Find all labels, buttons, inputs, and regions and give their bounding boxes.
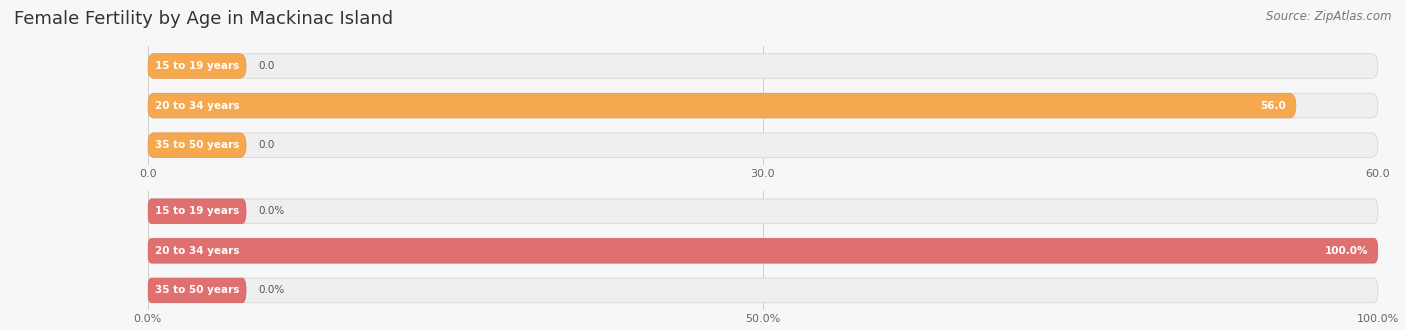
Text: Female Fertility by Age in Mackinac Island: Female Fertility by Age in Mackinac Isla… xyxy=(14,10,394,28)
Text: 35 to 50 years: 35 to 50 years xyxy=(155,140,239,150)
Text: 20 to 34 years: 20 to 34 years xyxy=(155,246,239,256)
Text: 0.0: 0.0 xyxy=(259,140,274,150)
FancyBboxPatch shape xyxy=(148,199,1378,223)
FancyBboxPatch shape xyxy=(148,93,1296,118)
FancyBboxPatch shape xyxy=(148,54,246,78)
Text: 0.0: 0.0 xyxy=(259,61,274,71)
Text: 15 to 19 years: 15 to 19 years xyxy=(155,61,239,71)
FancyBboxPatch shape xyxy=(148,199,246,223)
FancyBboxPatch shape xyxy=(148,278,246,303)
FancyBboxPatch shape xyxy=(148,239,1378,263)
Text: 0.0%: 0.0% xyxy=(259,206,284,216)
Text: 0.0%: 0.0% xyxy=(259,285,284,295)
Text: 15 to 19 years: 15 to 19 years xyxy=(155,206,239,216)
FancyBboxPatch shape xyxy=(148,93,1378,118)
Text: 56.0: 56.0 xyxy=(1260,101,1286,111)
Text: 100.0%: 100.0% xyxy=(1324,246,1368,256)
Text: Source: ZipAtlas.com: Source: ZipAtlas.com xyxy=(1267,10,1392,23)
FancyBboxPatch shape xyxy=(148,278,1378,303)
FancyBboxPatch shape xyxy=(148,54,1378,78)
FancyBboxPatch shape xyxy=(148,133,1378,157)
FancyBboxPatch shape xyxy=(148,133,246,157)
Text: 20 to 34 years: 20 to 34 years xyxy=(155,101,239,111)
FancyBboxPatch shape xyxy=(148,239,1378,263)
Text: 35 to 50 years: 35 to 50 years xyxy=(155,285,239,295)
